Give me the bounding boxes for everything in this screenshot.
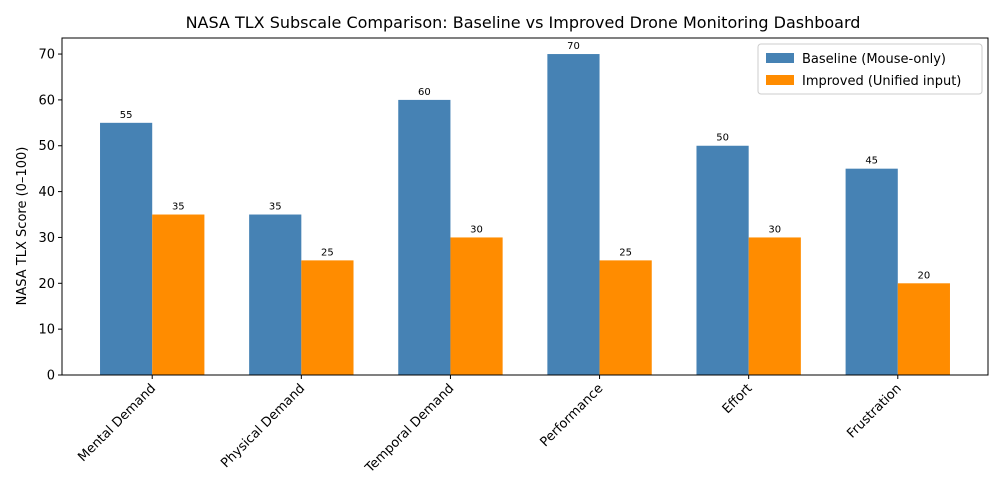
- y-tick-label-5: 50: [38, 139, 55, 154]
- bar-improved-5: [897, 283, 950, 375]
- bar-baseline-1: [249, 214, 302, 375]
- legend-frame: [757, 43, 983, 95]
- data-label-improved-3: 25: [619, 247, 632, 258]
- x-tick-label-5: Frustration: [844, 381, 904, 441]
- y-tick-label-6: 60: [38, 93, 55, 108]
- data-label-baseline-3: 70: [567, 41, 580, 52]
- data-label-improved-4: 30: [768, 224, 781, 235]
- legend-swatch-improved: [766, 75, 794, 85]
- legend-swatch-baseline: [766, 53, 794, 63]
- legend: Baseline (Mouse-only) Improved (Unified i…: [757, 43, 983, 95]
- x-tick-label-3: Performance: [538, 381, 607, 450]
- plot-area: 55 35 60 70 50 45 35 25 30 25 30 20 0 10 20 30 40 50 60 70 M…: [38, 37, 989, 477]
- x-tick-label-0: Mental Demand: [75, 381, 159, 465]
- data-label-baseline-2: 60: [418, 87, 431, 98]
- legend-label-baseline: Baseline (Mouse-only): [802, 52, 946, 67]
- data-label-baseline-5: 45: [865, 156, 878, 167]
- axes-frame: [61, 37, 989, 376]
- x-tick-label-2: Temporal Demand: [362, 381, 457, 476]
- data-label-improved-5: 20: [918, 270, 931, 281]
- legend-label-improved: Improved (Unified input): [802, 74, 961, 89]
- bar-improved-4: [748, 237, 801, 375]
- y-tick-label-1: 10: [38, 323, 55, 338]
- bar-improved-2: [450, 237, 503, 375]
- data-label-improved-2: 30: [470, 224, 483, 235]
- y-tick-label-3: 30: [38, 231, 55, 246]
- y-tick-label-4: 40: [38, 185, 55, 200]
- chart-title: NASA TLX Subscale Comparison: Baseline v…: [186, 13, 861, 32]
- data-label-baseline-0: 55: [120, 110, 133, 121]
- bar-baseline-5: [845, 168, 898, 375]
- bar-baseline-0: [100, 122, 153, 376]
- data-label-baseline-4: 50: [716, 133, 729, 144]
- x-tick-label-1: Physical Demand: [218, 381, 308, 471]
- y-tick-label-0: 0: [47, 369, 55, 384]
- bar-improved-0: [152, 214, 205, 375]
- x-tick-label-4: Effort: [720, 381, 756, 417]
- bar-improved-1: [301, 260, 354, 375]
- y-axis-label: NASA TLX Score (0–100): [15, 147, 30, 306]
- data-label-improved-0: 35: [172, 202, 185, 213]
- data-label-baseline-1: 35: [269, 202, 282, 213]
- data-label-improved-1: 25: [321, 247, 334, 258]
- y-tick-label-2: 20: [38, 277, 55, 292]
- bar-baseline-3: [547, 54, 600, 376]
- y-tick-label-7: 70: [38, 48, 55, 63]
- bar-baseline-4: [696, 145, 749, 375]
- bar-improved-3: [599, 260, 652, 375]
- bar-baseline-2: [398, 99, 451, 376]
